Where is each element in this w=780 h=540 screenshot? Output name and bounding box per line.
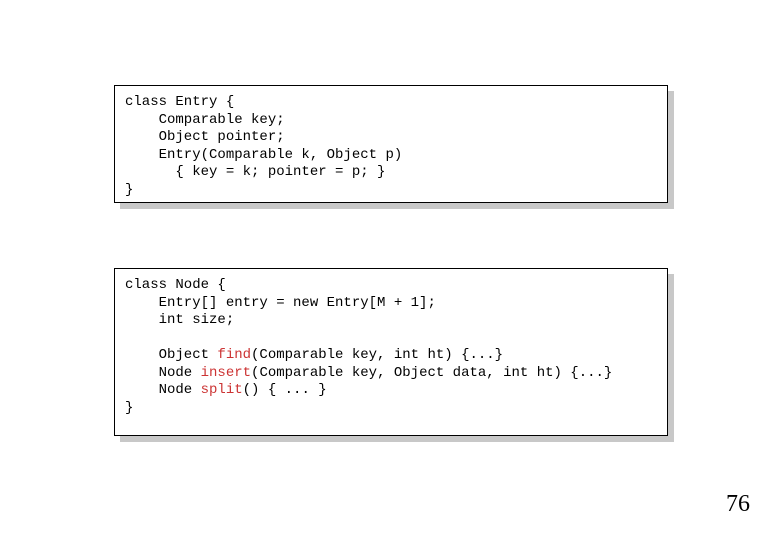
code-text: (Comparable key, Object data, int ht) {.…	[251, 365, 612, 381]
method-name-find: find	[217, 347, 251, 363]
code-line: int size;	[125, 312, 657, 330]
code-line: Entry(Comparable k, Object p)	[125, 147, 657, 165]
code-text: Node	[125, 382, 201, 398]
code-line: }	[125, 182, 657, 200]
code-line: class Node {	[125, 277, 657, 295]
code-box-node-wrapper: class Node { Entry[] entry = new Entry[M…	[114, 268, 668, 436]
code-line: Node split() { ... }	[125, 382, 657, 400]
code-text: (Comparable key, int ht) {...}	[251, 347, 503, 363]
code-line: Entry[] entry = new Entry[M + 1];	[125, 295, 657, 313]
code-line: { key = k; pointer = p; }	[125, 164, 657, 182]
blank-line	[125, 330, 657, 348]
code-text: Node	[125, 365, 201, 381]
slide: class Entry { Comparable key; Object poi…	[0, 0, 780, 540]
page-number: 76	[726, 491, 750, 518]
code-line: class Entry {	[125, 94, 657, 112]
code-line: Object find(Comparable key, int ht) {...…	[125, 347, 657, 365]
code-line: Object pointer;	[125, 129, 657, 147]
code-line: Comparable key;	[125, 112, 657, 130]
method-name-split: split	[201, 382, 243, 398]
code-text: Object	[125, 347, 217, 363]
code-box-entry: class Entry { Comparable key; Object poi…	[114, 85, 668, 203]
code-line: Node insert(Comparable key, Object data,…	[125, 365, 657, 383]
method-name-insert: insert	[201, 365, 251, 381]
code-box-node: class Node { Entry[] entry = new Entry[M…	[114, 268, 668, 436]
code-text: () { ... }	[243, 382, 327, 398]
code-line: }	[125, 400, 657, 418]
code-box-entry-wrapper: class Entry { Comparable key; Object poi…	[114, 85, 668, 203]
